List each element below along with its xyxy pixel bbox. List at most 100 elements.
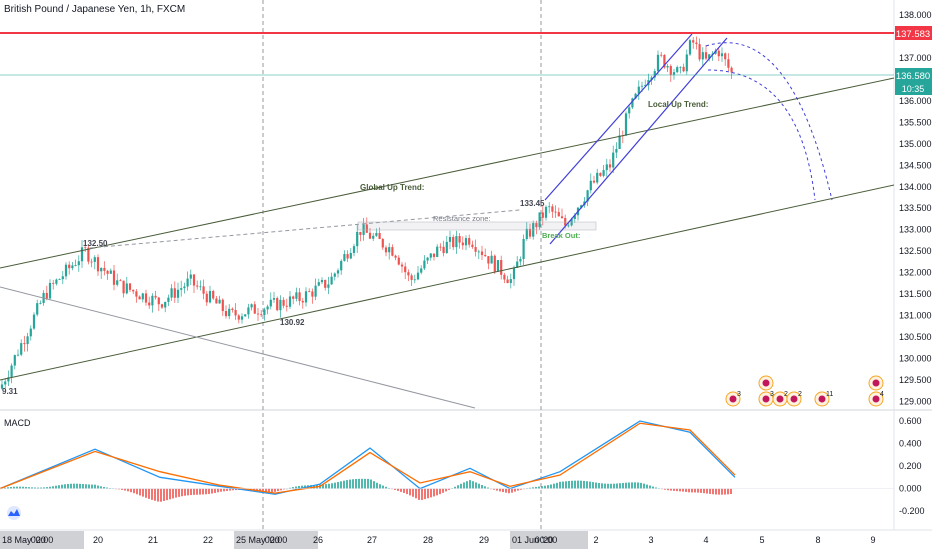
candle-body (266, 306, 269, 310)
histogram-bar (643, 483, 645, 489)
event-count: 4 (880, 391, 884, 398)
start-price-label: 9.31 (2, 387, 18, 396)
candle-body (58, 279, 61, 280)
local-channel-upper[interactable] (544, 33, 693, 201)
candle-body (631, 98, 634, 108)
event-flag-icon (790, 395, 798, 403)
candle-body (135, 291, 138, 297)
candle-body (256, 313, 260, 315)
global-trend-upper[interactable] (0, 77, 895, 269)
candle-body (442, 246, 445, 254)
histogram-bar (718, 488, 720, 495)
candle-body (29, 328, 32, 337)
candle-body (90, 261, 93, 263)
candle-body (170, 288, 173, 298)
histogram-bar (301, 485, 303, 489)
histogram-bar (616, 483, 618, 489)
candle-body (608, 164, 612, 168)
resistance-zone[interactable] (357, 221, 597, 231)
candle-body (474, 247, 477, 252)
candle-body (359, 231, 362, 235)
candle-body (445, 241, 448, 254)
time-tick-label: 01 Jun '20 (512, 535, 553, 545)
candle-body (653, 71, 656, 78)
candle-body (263, 309, 266, 315)
candle-body (503, 274, 506, 280)
candle-body (45, 292, 48, 299)
price-tick-label: 135.500 (899, 117, 932, 127)
macd-title[interactable]: MACD (4, 418, 31, 428)
candle-body (557, 212, 560, 217)
histogram-bar (127, 488, 129, 492)
histogram-bar (583, 480, 585, 489)
candle-body (368, 232, 372, 239)
histogram-bar (625, 482, 627, 489)
histogram-bar (13, 486, 15, 489)
histogram-bar (91, 484, 93, 489)
histogram-bar (628, 482, 630, 489)
histogram-bar (292, 487, 294, 489)
histogram-bar (148, 488, 150, 499)
candle-body (199, 286, 202, 288)
histogram-bar (85, 484, 87, 489)
time-tick-label: 4 (703, 535, 708, 545)
histogram-bar (472, 481, 474, 489)
histogram-bar (94, 484, 96, 489)
last-price-tag (895, 68, 932, 82)
candle-body (407, 272, 410, 276)
histogram-bar (679, 488, 681, 492)
histogram-bar (520, 488, 522, 490)
candle-body (109, 270, 112, 274)
histogram-bar (460, 483, 462, 489)
histogram-bar (214, 488, 216, 493)
histogram-bar (196, 488, 198, 495)
histogram-bar (97, 485, 99, 489)
candle-body (452, 236, 455, 248)
descending-trendline[interactable] (0, 286, 476, 409)
local-channel-lower[interactable] (549, 37, 728, 245)
candle-body (666, 66, 669, 68)
price-tick-label: 130.500 (899, 332, 932, 342)
time-tick-label: 18 May '20 (2, 535, 46, 545)
candle-body (189, 274, 192, 279)
histogram-bar (76, 483, 78, 489)
low-price-label: 130.92 (280, 318, 305, 327)
resistance-dashed-line[interactable] (89, 209, 521, 249)
histogram-bar (226, 488, 228, 491)
candle-body (20, 343, 23, 355)
candle-body (228, 308, 231, 317)
symbol-title[interactable]: British Pound / Japanese Yen, 1h, FXCM (4, 4, 185, 15)
histogram-bar (592, 482, 594, 489)
histogram-bar (421, 488, 423, 500)
time-tick-label: 3 (648, 535, 653, 545)
histogram-bar (409, 488, 411, 496)
candle-body (692, 40, 695, 43)
candle-body (493, 255, 496, 272)
candle-body (496, 260, 500, 272)
histogram-bar (157, 488, 159, 502)
macd-tick-label: 0.200 (899, 461, 922, 471)
candle-body (148, 302, 151, 306)
candle-body (413, 279, 416, 281)
candle-body (304, 291, 308, 303)
macd-tick-label: 0.400 (899, 439, 922, 449)
candle-body (128, 283, 132, 290)
histogram-bar (298, 486, 300, 489)
histogram-bar (130, 488, 132, 493)
histogram-bar (88, 484, 90, 489)
histogram-bar (4, 487, 6, 489)
countdown-text: 10:35 (902, 84, 925, 94)
candle-body (698, 44, 701, 60)
histogram-bar (613, 483, 615, 489)
histogram-bar (211, 488, 213, 494)
global-trend-lower[interactable] (0, 184, 895, 381)
histogram-bar (352, 479, 354, 489)
candle-body (349, 252, 352, 259)
histogram-bar (703, 488, 705, 494)
histogram-bar (199, 488, 201, 495)
candle-body (23, 343, 26, 345)
histogram-bar (61, 484, 63, 489)
candle-body (311, 291, 314, 297)
